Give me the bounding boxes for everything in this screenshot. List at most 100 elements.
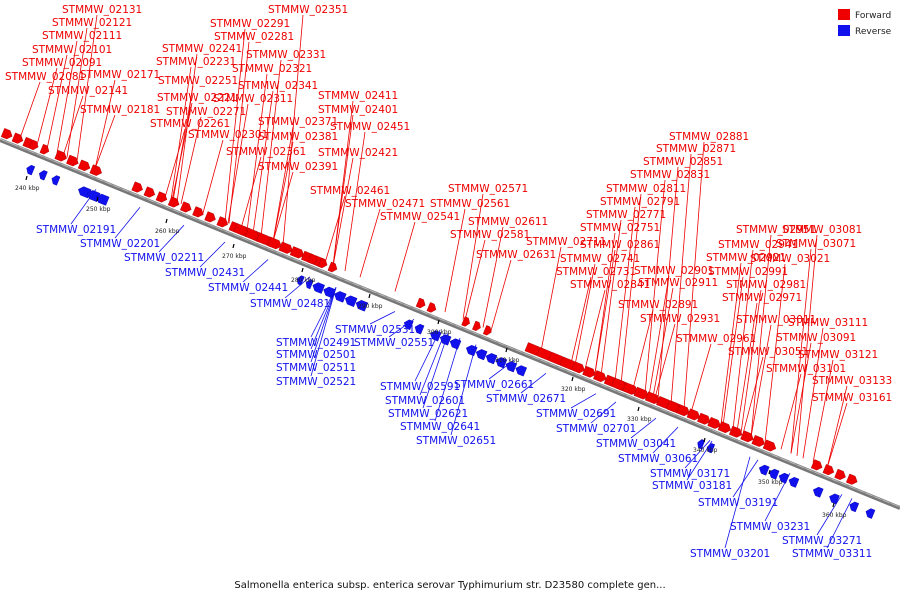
forward-gene-label[interactable]: STMMW_02421 [318,147,398,159]
reverse-gene-label[interactable]: STMMW_02211 [124,252,204,264]
forward-gene-label[interactable]: STMMW_02321 [232,63,312,75]
reverse-gene-label[interactable]: STMMW_02511 [276,362,356,374]
reverse-gene[interactable] [828,492,840,505]
forward-gene-label[interactable]: STMMW_02921 [706,252,786,264]
reverse-gene-label[interactable]: STMMW_03041 [596,438,676,450]
forward-gene-label[interactable]: STMMW_02391 [258,161,338,173]
forward-gene-label[interactable]: STMMW_02911 [638,277,718,289]
forward-gene-label[interactable]: STMMW_02951 [736,224,816,236]
reverse-gene-label[interactable]: STMMW_03191 [698,497,778,509]
forward-gene[interactable] [289,246,305,259]
forward-gene[interactable] [482,325,493,336]
reverse-gene[interactable] [465,344,478,357]
forward-gene-label[interactable]: STMMW_02261 [150,118,230,130]
reverse-gene[interactable] [494,356,508,369]
reverse-gene[interactable] [304,278,314,290]
reverse-gene-label[interactable]: STMMW_02501 [276,349,356,361]
reverse-gene-label[interactable]: STMMW_03201 [690,548,770,560]
forward-gene-label[interactable]: STMMW_03091 [776,332,856,344]
reverse-gene-label[interactable]: STMMW_02191 [36,224,116,236]
forward-gene[interactable] [192,206,205,219]
forward-gene-label[interactable]: STMMW_02411 [318,90,398,102]
forward-gene-label[interactable]: STMMW_02331 [246,49,326,61]
forward-gene-label[interactable]: STMMW_03071 [776,238,856,250]
forward-gene-label[interactable]: STMMW_02241 [162,43,242,55]
forward-gene-label[interactable]: STMMW_02291 [210,18,290,30]
forward-gene-label[interactable]: STMMW_02301 [188,129,268,141]
forward-gene-label[interactable]: STMMW_02861 [580,239,660,251]
forward-gene-label[interactable]: STMMW_02451 [330,121,410,133]
forward-gene-label[interactable]: STMMW_02131 [62,4,142,16]
forward-gene[interactable] [39,143,51,155]
forward-gene[interactable] [28,139,40,151]
reverse-gene[interactable] [514,364,527,377]
forward-gene-label[interactable]: STMMW_02791 [600,196,680,208]
forward-gene[interactable] [317,257,329,269]
forward-gene[interactable] [676,404,692,418]
forward-gene[interactable] [571,361,587,375]
forward-gene[interactable] [822,464,836,476]
forward-gene-label[interactable]: STMMW_02371 [258,116,338,128]
forward-gene[interactable] [762,439,778,453]
forward-gene[interactable] [665,400,681,413]
forward-gene-label[interactable]: STMMW_02891 [618,299,698,311]
forward-gene-label[interactable]: STMMW_03161 [812,392,892,404]
reverse-gene-label[interactable]: STMMW_03061 [618,453,698,465]
reverse-gene-label[interactable]: STMMW_02601 [385,395,465,407]
forward-gene[interactable] [582,365,598,379]
reverse-gene[interactable] [344,294,358,308]
reverse-gene-label[interactable]: STMMW_02701 [556,423,636,435]
forward-gene-label[interactable]: STMMW_02771 [586,209,666,221]
reverse-gene[interactable] [484,352,498,365]
forward-gene-label[interactable]: STMMW_02251 [158,75,238,87]
forward-gene-label[interactable]: STMMW_02981 [726,279,806,291]
forward-gene-label[interactable]: STMMW_02271 [166,106,246,118]
forward-gene-label[interactable]: STMMW_02171 [80,69,160,81]
forward-gene[interactable] [54,149,69,162]
reverse-gene[interactable] [38,169,48,181]
reverse-gene-label[interactable]: STMMW_03181 [652,480,732,492]
forward-gene-label[interactable]: STMMW_03121 [798,349,878,361]
forward-gene-label[interactable]: STMMW_02091 [22,57,102,69]
forward-gene-label[interactable]: STMMW_03011 [736,314,816,326]
forward-gene-label[interactable]: STMMW_02741 [560,253,640,265]
reverse-gene-label[interactable]: STMMW_02691 [536,408,616,420]
reverse-gene-label[interactable]: STMMW_02431 [165,267,245,279]
forward-gene-label[interactable]: STMMW_02851 [643,156,723,168]
reverse-gene-label[interactable]: STMMW_03311 [792,548,872,560]
forward-gene-label[interactable]: STMMW_02361 [226,146,306,158]
forward-gene-label[interactable]: STMMW_02351 [268,4,348,16]
forward-gene[interactable] [155,191,169,204]
forward-gene-label[interactable]: STMMW_02561 [430,198,510,210]
forward-gene[interactable] [717,421,733,434]
reverse-gene-label[interactable]: STMMW_02201 [80,238,160,250]
forward-gene-label[interactable]: STMMW_02971 [722,292,802,304]
forward-gene-label[interactable]: STMMW_02991 [708,266,788,278]
forward-gene-label[interactable]: STMMW_02631 [476,249,556,261]
reverse-gene-label[interactable]: STMMW_02621 [388,408,468,420]
forward-gene[interactable] [461,316,472,328]
reverse-gene[interactable] [706,442,716,454]
forward-gene-label[interactable]: STMMW_02121 [52,17,132,29]
reverse-gene-label[interactable]: STMMW_02441 [208,282,288,294]
reverse-gene-label[interactable]: STMMW_02491 [276,337,356,349]
forward-gene-label[interactable]: STMMW_02941 [718,239,798,251]
forward-gene[interactable] [204,211,218,224]
forward-gene-label[interactable]: STMMW_02901 [634,265,714,277]
reverse-gene[interactable] [474,348,488,361]
forward-gene[interactable] [846,473,859,486]
forward-gene[interactable] [728,425,744,439]
reverse-gene[interactable] [402,318,414,331]
reverse-gene[interactable] [696,438,706,450]
forward-gene-label[interactable]: STMMW_02141 [48,85,128,97]
forward-gene-label[interactable]: STMMW_02341 [238,80,318,92]
forward-gene-label[interactable]: STMMW_02811 [606,183,686,195]
reverse-gene[interactable] [333,290,347,303]
reverse-gene-label[interactable]: STMMW_03231 [730,521,810,533]
forward-gene[interactable] [593,370,608,383]
forward-gene[interactable] [307,253,319,265]
reverse-gene-label[interactable]: STMMW_02661 [454,379,534,391]
reverse-gene[interactable] [413,323,425,335]
forward-gene[interactable] [11,132,25,145]
forward-gene[interactable] [834,468,848,481]
